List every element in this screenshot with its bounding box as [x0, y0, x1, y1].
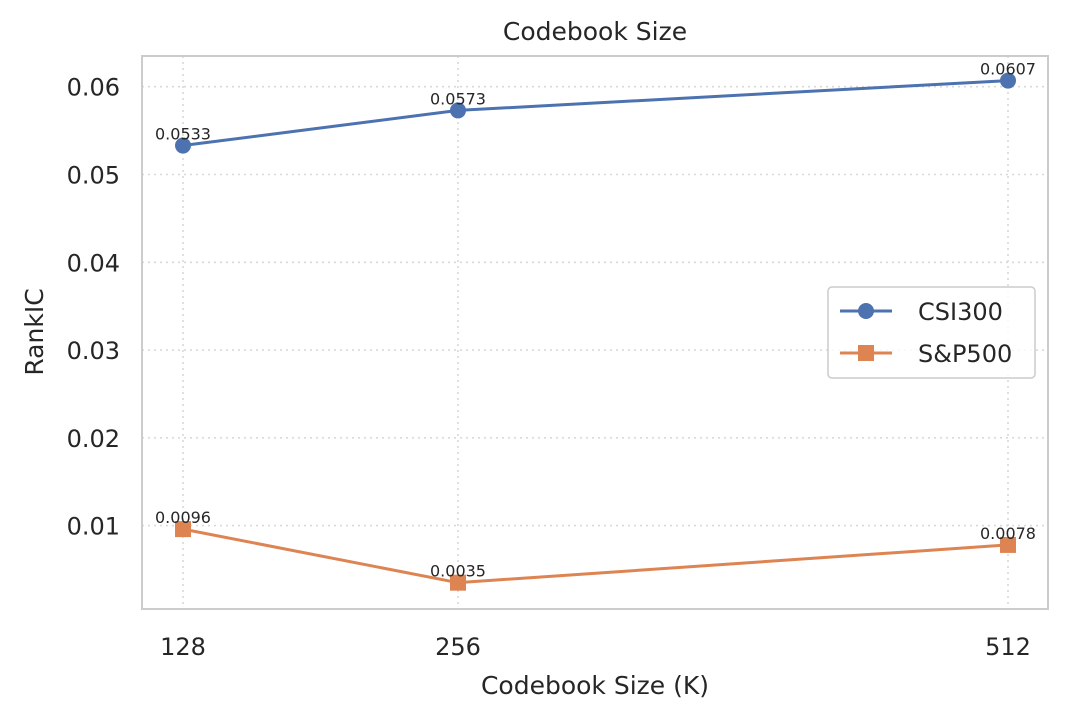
- data-point-sp500: [175, 521, 191, 538]
- data-label-csi300: 0.0607: [980, 60, 1036, 79]
- series-line-csi300: [182, 79, 1009, 148]
- y-tick-label: 0.06: [67, 74, 120, 102]
- legend-item-csi300: CSI300: [840, 298, 1003, 326]
- data-label-csi300: 0.0533: [155, 125, 211, 144]
- legend-marker-sp500: [858, 345, 874, 361]
- y-tick-label: 0.02: [67, 425, 120, 453]
- y-tick-label: 0.04: [67, 249, 120, 277]
- data-labels: 0.0533 0.0573 0.0607 0.0096 0.0035 0.0078: [155, 60, 1036, 581]
- y-axis-title: RankIC: [20, 288, 49, 375]
- legend-marker-csi300: [858, 303, 874, 319]
- data-label-csi300: 0.0573: [430, 89, 486, 108]
- data-point-csi300: [450, 102, 466, 119]
- series-sp500: [175, 521, 1016, 591]
- x-tick-label: 128: [160, 633, 206, 661]
- legend-item-sp500: S&P500: [840, 340, 1012, 368]
- series-line-sp500: [182, 527, 1009, 585]
- series-csi300: [175, 72, 1016, 154]
- data-label-sp500: 0.0035: [430, 562, 486, 581]
- x-tick-label: 512: [985, 633, 1031, 661]
- data-point-csi300: [1000, 72, 1016, 89]
- series-layer: [175, 72, 1016, 591]
- legend: CSI300 S&P500: [827, 286, 1036, 379]
- data-label-sp500: 0.0096: [155, 508, 211, 527]
- data-point-sp500: [1000, 536, 1016, 553]
- legend-label-csi300: CSI300: [918, 298, 1003, 326]
- x-tick-label: 256: [435, 633, 481, 661]
- legend-label-sp500: S&P500: [918, 340, 1012, 368]
- y-tick-label: 0.01: [67, 513, 120, 541]
- x-axis-ticks: 128 256 512: [160, 633, 1031, 661]
- data-point-csi300: [175, 137, 191, 154]
- data-label-sp500: 0.0078: [980, 524, 1036, 543]
- y-axis-ticks: 0.01 0.02 0.03 0.04 0.05 0.06: [67, 74, 120, 541]
- data-point-sp500: [450, 574, 466, 591]
- x-axis-title: Codebook Size (K): [481, 671, 709, 700]
- chart-title: Codebook Size: [503, 17, 687, 46]
- y-tick-label: 0.03: [67, 337, 120, 365]
- y-tick-label: 0.05: [67, 162, 120, 190]
- plot-frame: [141, 55, 1049, 610]
